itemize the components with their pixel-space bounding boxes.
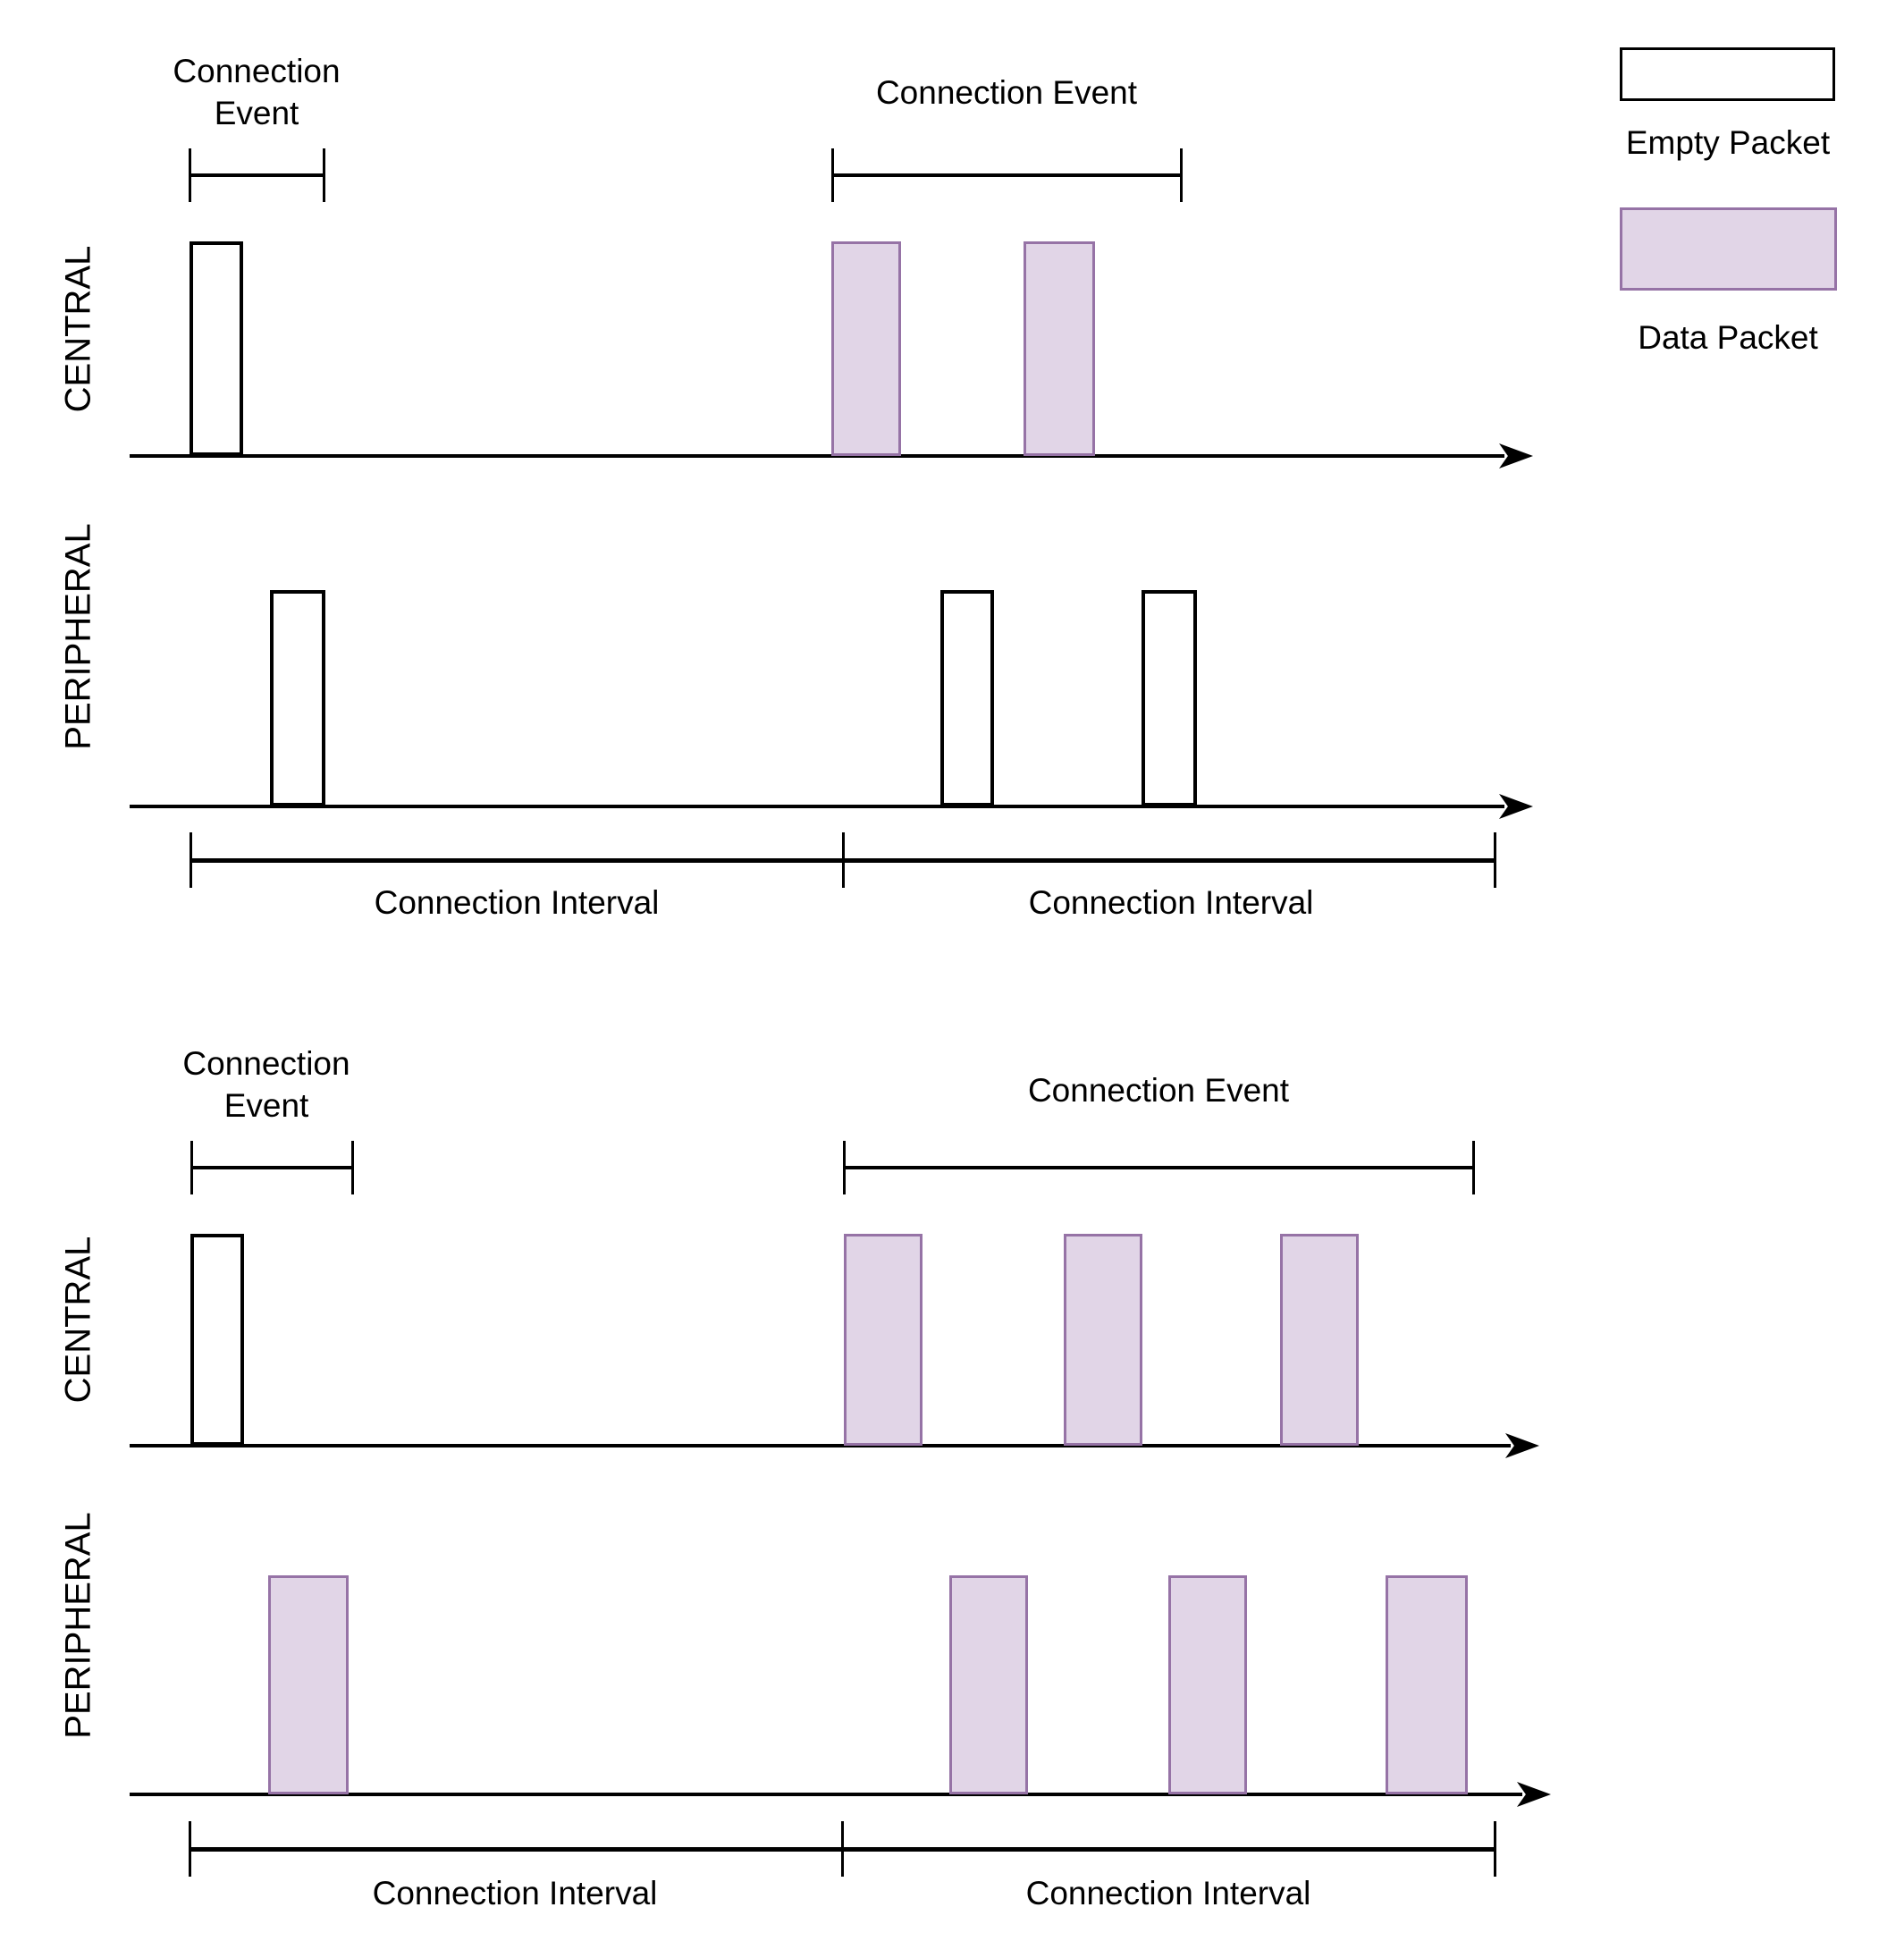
diagram-2-connection-event-bracket-tick [190, 1141, 193, 1194]
diagram-1-central-row-label: CENTRAL [58, 245, 98, 413]
diagram-2-connection-interval-bracket-tick [841, 1821, 844, 1877]
diagram-1-connection-interval-label: Connection Interval [374, 884, 660, 921]
diagram-1-connection-interval-bracket-tick [190, 832, 192, 888]
diagram-2-central-data-packet [1280, 1234, 1359, 1446]
diagram-2-peripheral-data-packet [268, 1575, 349, 1794]
diagram-2-central-axis [130, 1444, 1511, 1447]
diagram-1-connection-event-bracket-tick [189, 148, 191, 202]
diagram-2-central-data-packet [844, 1234, 923, 1446]
diagram-1-peripheral-empty-packet [940, 590, 994, 806]
diagram-2-connection-event-label: Connection Event [1027, 1072, 1290, 1109]
diagram-1-connection-interval-bracket-tick [1494, 832, 1496, 888]
diagram-2-connection-interval-bracket-tick [1494, 1821, 1496, 1877]
legend-empty-packet-swatch [1620, 47, 1835, 101]
diagram-1-connection-event-bracket [832, 173, 1181, 177]
diagram-2-peripheral-data-packet [949, 1575, 1028, 1794]
diagram-1-connection-event-bracket-tick [323, 148, 325, 202]
diagram-1-peripheral-empty-packet [1142, 590, 1197, 806]
diagram-1-connection-interval-label: Connection Interval [1028, 884, 1314, 921]
diagram-2-connection-interval-label: Connection Interval [1025, 1875, 1311, 1912]
diagram-1-connection-event-bracket-tick [1180, 148, 1183, 202]
diagram-2-connection-event-bracket [844, 1166, 1473, 1169]
diagram-2-peripheral-row-label: PERIPHERAL [58, 1512, 98, 1739]
diagram-1-connection-event-label: Connection Event [173, 53, 341, 131]
diagram-1-peripheral-empty-packet [270, 590, 325, 806]
diagram-2-central-empty-packet [190, 1234, 244, 1446]
diagram-1-central-axis [130, 454, 1504, 458]
diagram-1-peripheral-row-label: PERIPHERAL [58, 523, 98, 750]
legend-data-packet-label: Data Packet [1638, 319, 1818, 356]
diagram-1-connection-event-bracket-tick [831, 148, 834, 202]
diagram-1-connection-interval-bracket-tick [842, 832, 845, 888]
legend-data-packet-swatch [1620, 207, 1837, 291]
diagram-1-central-data-packet [831, 241, 901, 456]
diagram-2-connection-event-bracket [191, 1166, 352, 1169]
diagram-1-central-data-packet [1024, 241, 1095, 456]
diagram-1-peripheral-axis [130, 805, 1504, 808]
diagram-2-peripheral-data-packet [1386, 1575, 1468, 1794]
diagram-2-connection-event-bracket-tick [843, 1141, 846, 1194]
diagram-2-connection-event-bracket-tick [1472, 1141, 1475, 1194]
diagram-2-peripheral-axis [130, 1793, 1522, 1796]
diagram-2-central-row-label: CENTRAL [58, 1236, 98, 1404]
diagram-2-connection-interval-bracket-tick [189, 1821, 191, 1877]
diagram-2-peripheral-data-packet [1168, 1575, 1247, 1794]
diagram-1-connection-event-label: Connection Event [875, 74, 1138, 111]
diagram-2-central-data-packet [1064, 1234, 1142, 1446]
diagram-1-central-empty-packet [190, 241, 243, 456]
diagram-2-connection-interval-label: Connection Interval [372, 1875, 658, 1912]
diagram-1-connection-event-bracket [190, 173, 324, 177]
legend-empty-packet-label: Empty Packet [1625, 124, 1831, 161]
diagram-2-connection-event-bracket-tick [351, 1141, 354, 1194]
diagram-2-connection-event-label: Connection Event [182, 1045, 350, 1124]
